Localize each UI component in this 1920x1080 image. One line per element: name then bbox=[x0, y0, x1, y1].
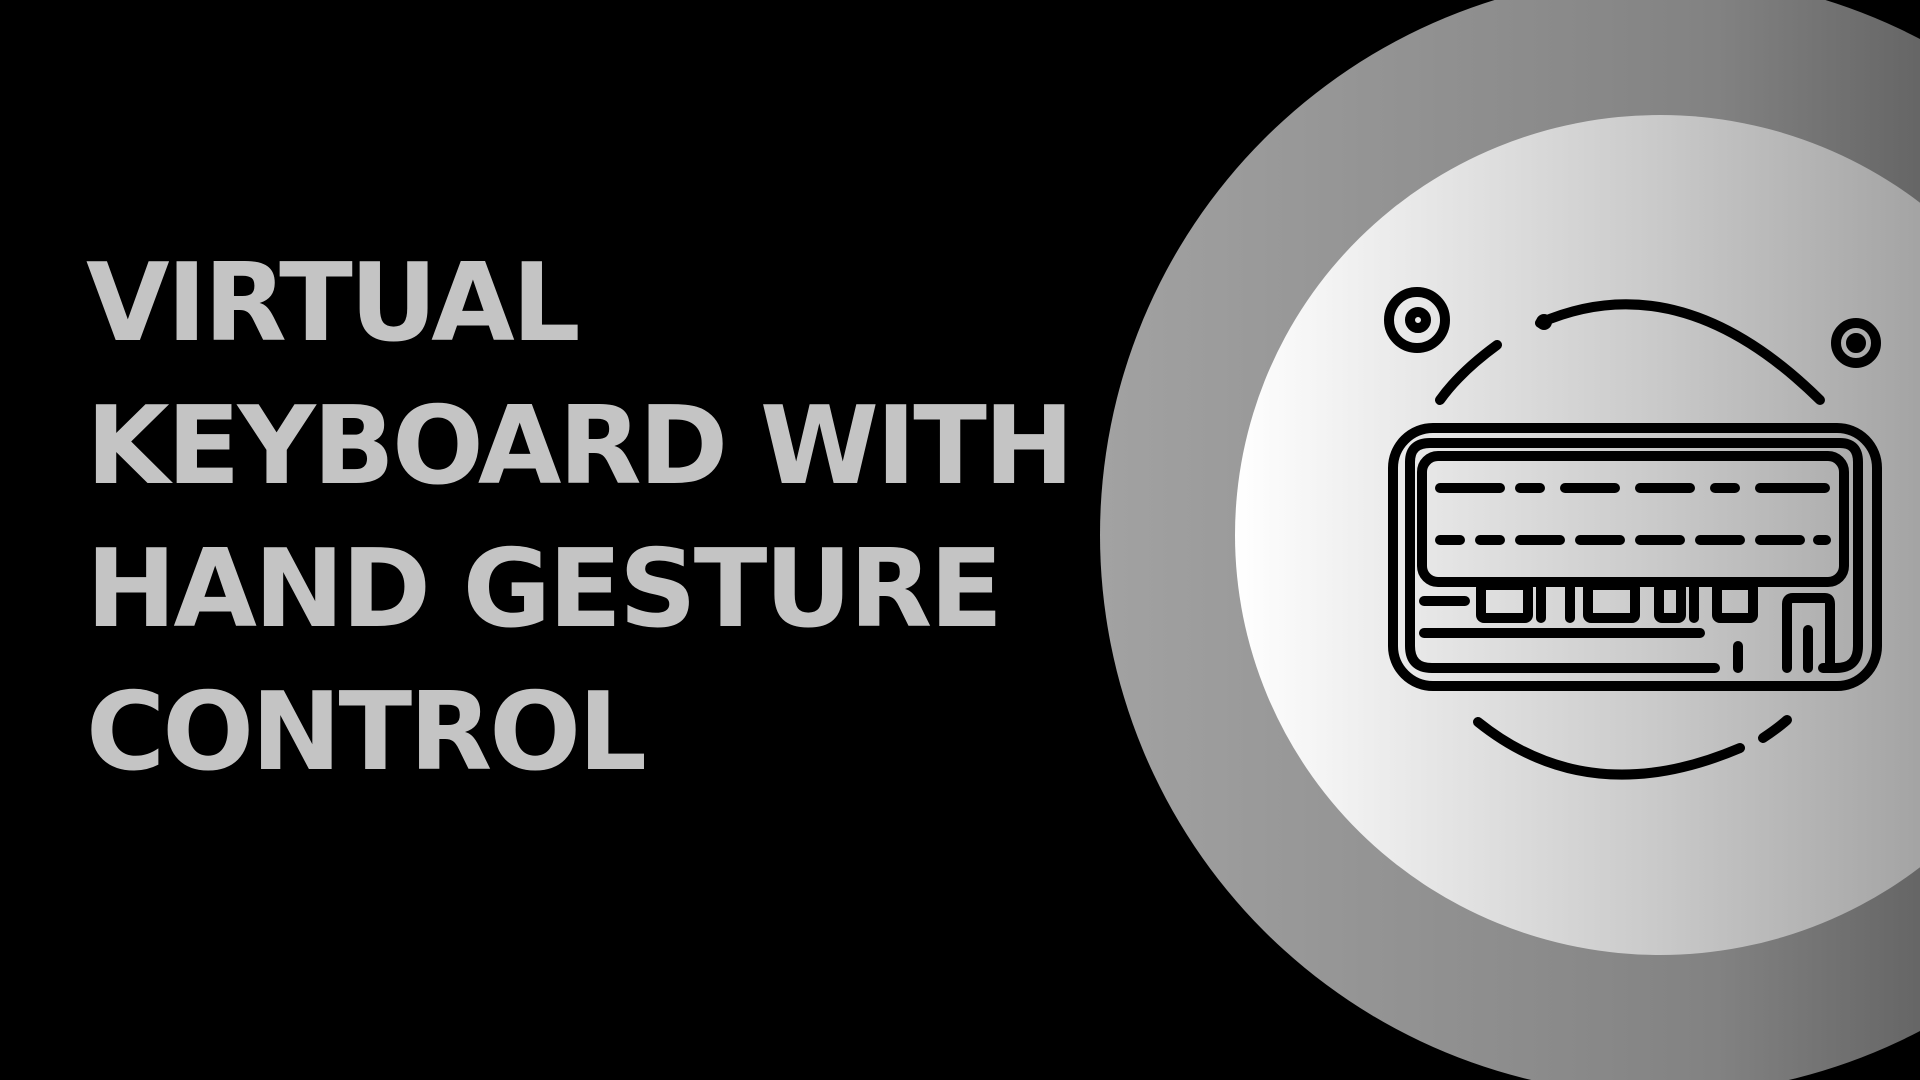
upper-left-circle bbox=[1384, 287, 1450, 353]
enter-key bbox=[1782, 593, 1835, 673]
top-arc-dot bbox=[1536, 314, 1552, 330]
upper-left-dot bbox=[1405, 307, 1431, 333]
title-line-4: CONTROL bbox=[86, 670, 647, 795]
bottom-right-arc bbox=[1758, 715, 1792, 743]
key bbox=[1583, 580, 1640, 623]
keyboard-inner-frame bbox=[1405, 438, 1863, 673]
title-line-3: HAND GESTURE bbox=[86, 527, 1003, 652]
title-line-1: VIRTUAL bbox=[86, 241, 581, 366]
key bbox=[1712, 580, 1758, 623]
keyboard-icon bbox=[1384, 287, 1882, 780]
bottom-arc bbox=[1473, 717, 1745, 780]
top-arc bbox=[1535, 299, 1825, 405]
left-arc bbox=[1435, 340, 1502, 405]
keyboard-body bbox=[1388, 423, 1882, 691]
slide-title: VIRTUAL KEYBOARD WITH HAND GESTURE CONTR… bbox=[86, 232, 1086, 804]
title-line-2: KEYBOARD WITH bbox=[86, 384, 1074, 509]
upper-right-dot bbox=[1846, 333, 1866, 353]
key bbox=[1476, 580, 1533, 623]
key bbox=[1654, 580, 1686, 623]
upper-right-circle bbox=[1831, 318, 1881, 368]
